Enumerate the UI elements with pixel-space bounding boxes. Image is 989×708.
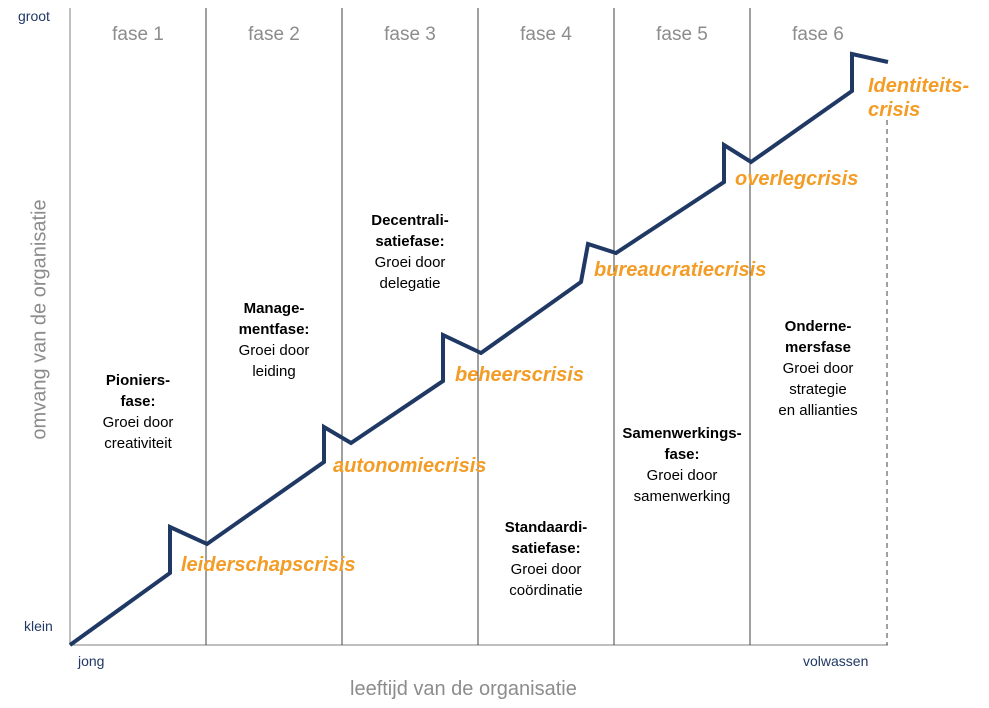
crisis-label-4: bureaucratiecrisis xyxy=(594,259,767,281)
phase-name: Onderne- mersfase xyxy=(784,318,852,356)
growth-crisis-line xyxy=(68,51,889,647)
phase-label-4: fase 4 xyxy=(520,24,572,45)
x-axis-title: leeftijd van de organisatie xyxy=(350,678,577,700)
phase-growth: Groei door strategie en allianties xyxy=(778,360,858,419)
phase-description-6: Onderne- mersfase Groei door strategie e… xyxy=(743,316,893,421)
y-axis-top-label: groot xyxy=(18,8,50,24)
phase-name: Samenwerkings- fase: xyxy=(622,425,742,463)
phase-label-1: fase 1 xyxy=(112,24,164,45)
phase-growth: Groei door samenwerking xyxy=(633,467,731,505)
phase-growth: Groei door coördinatie xyxy=(509,561,583,599)
phase-label-3: fase 3 xyxy=(384,24,436,45)
phase-description-5: Samenwerkings- fase: Groei door samenwer… xyxy=(607,423,757,507)
x-axis-right-label: volwassen xyxy=(803,653,869,669)
phase-label-5: fase 5 xyxy=(656,24,708,45)
phase-growth: Groei door delegatie xyxy=(374,254,446,292)
phase-label-6: fase 6 xyxy=(792,24,844,45)
phase-label-2: fase 2 xyxy=(248,24,300,45)
phase-growth: Groei door leiding xyxy=(238,342,310,380)
crisis-label-3: beheerscrisis xyxy=(455,364,584,386)
crisis-label-5: overlegcrisis xyxy=(735,168,859,190)
y-axis-title: omvang van de organisatie xyxy=(28,199,51,440)
crisis-label-2: autonomiecrisis xyxy=(333,455,487,477)
crisis-label-6: Identiteits- crisis xyxy=(868,75,970,121)
phase-name: Standaardi- satiefase: xyxy=(504,519,588,557)
y-axis-bottom-label: klein xyxy=(24,618,53,634)
phase-name: Decentrali- satiefase: xyxy=(371,212,449,250)
phase-name: Pioniers- fase: xyxy=(105,372,171,410)
phase-description-4: Standaardi- satiefase: Groei door coördi… xyxy=(471,517,621,601)
crisis-label-1: leiderschapscrisis xyxy=(181,554,356,576)
phase-description-3: Decentrali- satiefase: Groei door delega… xyxy=(335,210,485,294)
phase-name: Manage- mentfase: xyxy=(238,300,310,338)
x-axis-left-label: jong xyxy=(78,653,105,669)
phase-description-2: Manage- mentfase: Groei door leiding xyxy=(199,298,349,382)
phase-description-1: Pioniers- fase: Groei door creativiteit xyxy=(63,370,213,454)
phase-growth: Groei door creativiteit xyxy=(102,414,174,452)
